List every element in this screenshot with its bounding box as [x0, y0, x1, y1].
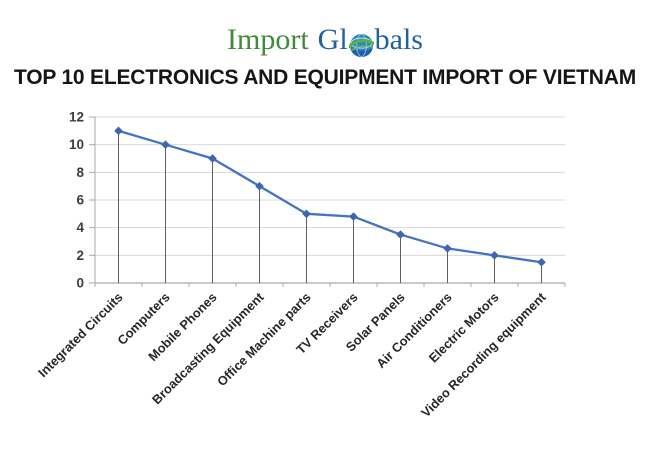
- logo: Import Gl bals: [0, 22, 650, 58]
- globe-icon: [347, 31, 375, 57]
- data-point-marker: [443, 244, 452, 253]
- logo-text-gl: Gl: [317, 23, 348, 56]
- series-line: [117, 129, 543, 264]
- x-category-label: Office Machine parts: [214, 290, 314, 390]
- chart-title: TOP 10 ELECTRONICS AND EQUIPMENT IMPORT …: [14, 66, 636, 89]
- y-tick-label: 8: [76, 165, 84, 180]
- y-tick-label: 0: [76, 276, 84, 291]
- data-point-marker: [537, 257, 546, 267]
- y-tick-label: 2: [76, 248, 84, 263]
- data-point-marker: [349, 212, 358, 221]
- data-point-marker: [208, 154, 217, 163]
- data-point-marker: [302, 209, 311, 219]
- data-point-marker: [114, 126, 123, 136]
- y-tick-label: 6: [76, 193, 84, 208]
- y-tick-label: 4: [76, 220, 84, 235]
- logo-text-bals: bals: [374, 23, 423, 56]
- y-tick-label: 10: [69, 137, 84, 152]
- x-category-label: Integrated Circuits: [35, 290, 126, 381]
- logo-text-import: Import: [227, 23, 309, 56]
- y-tick-label: 12: [69, 110, 84, 125]
- data-point-marker: [490, 251, 499, 260]
- data-point-marker: [161, 140, 170, 149]
- data-point-marker: [396, 230, 405, 239]
- data-point-marker: [255, 181, 264, 191]
